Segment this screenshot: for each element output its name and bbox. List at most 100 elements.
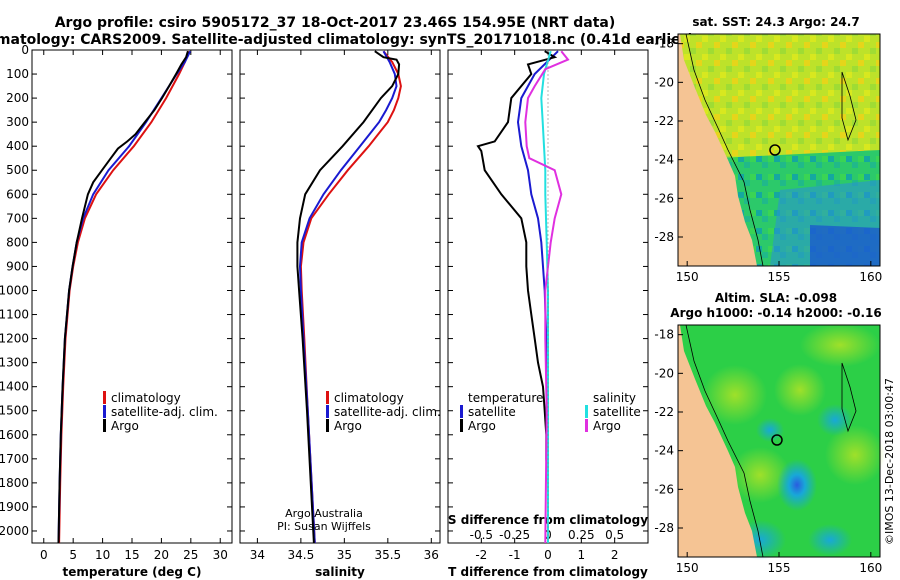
diff-legend-swatch-s-argo <box>585 419 588 432</box>
legend-swatch-climatology-2 <box>326 391 329 404</box>
sla-map: Altim. SLA: -0.098 Argo h1000: -0.14 h20… <box>670 291 885 560</box>
s-diff-tick-label: 0.5 <box>605 528 624 542</box>
y-tick-label: 1500 <box>0 404 29 418</box>
map-y-tick-label: -28 <box>654 521 674 535</box>
y-tick-label: 1800 <box>0 476 29 490</box>
diff-legend-swatch-t-argo <box>460 419 463 432</box>
x-tick-label: 35 <box>337 548 352 562</box>
temperature-chart: 0 5 10 15 20 25 300100200300400500600700800900… <box>0 43 232 579</box>
map-y-tick-label: -26 <box>654 191 674 205</box>
x-axis-label: salinity <box>315 565 365 579</box>
map-y-tick-label: -22 <box>654 114 674 128</box>
map-x-tick-label: 150 <box>676 561 699 575</box>
map-x-tick-label: 155 <box>768 270 791 284</box>
diff-legend-temperature-heading: temperature <box>468 391 543 405</box>
x-axis-label: T difference from climatology <box>448 565 648 579</box>
x-tick-label: 30 <box>213 548 228 562</box>
x-tick-label: 0 <box>544 548 552 562</box>
y-tick-label: 300 <box>6 115 29 129</box>
legend-argo-label-2: Argo <box>334 419 362 433</box>
legend-climatology-label-2: climatology <box>334 391 404 405</box>
map-y-tick-label: -24 <box>654 444 674 458</box>
sla-bathymetry-contour <box>685 324 764 558</box>
y-tick-label: 0 <box>21 43 29 57</box>
title-line-1: Argo profile: csiro 5905172_37 18-Oct-20… <box>55 15 616 31</box>
map-axes: 150 155 160 -18 -20 -22 -24 -26 -28 150 155 160 -18 -… <box>654 37 882 575</box>
y-tick-label: 1700 <box>0 452 29 466</box>
y-tick-label: 1400 <box>0 380 29 394</box>
x-tick-label: 0 <box>40 548 48 562</box>
y-tick-label: 700 <box>6 211 29 225</box>
x-tick-label: 34.5 <box>288 548 315 562</box>
diff-legend-swatch-t-satellite <box>460 405 463 418</box>
map-y-tick-label: -22 <box>654 405 674 419</box>
x-tick-label: -2 <box>475 548 487 562</box>
sla-map-title-1: Altim. SLA: -0.098 <box>715 291 837 305</box>
series-line-satellite-adj-clim- <box>57 50 192 544</box>
sst-map-title: sat. SST: 24.3 Argo: 24.7 <box>692 15 859 29</box>
x-tick-label: 5 <box>69 548 77 562</box>
diff-legend-salinity-heading: salinity <box>593 391 636 405</box>
y-tick-label: 1900 <box>0 500 29 514</box>
y-tick-label: 1000 <box>0 283 29 297</box>
series-line-argo <box>296 50 401 544</box>
y-tick-label: 900 <box>6 259 29 273</box>
sst-field-coldest <box>810 225 880 266</box>
map-x-tick-label: 160 <box>859 561 882 575</box>
sst-map: sat. SST: 24.3 Argo: 24.7 <box>677 15 881 267</box>
y-tick-label: 100 <box>6 67 29 81</box>
y-tick-label: 200 <box>6 91 29 105</box>
legend-satellite-label: satellite-adj. clim. <box>111 405 218 419</box>
map-y-tick-label: -20 <box>654 75 674 89</box>
y-tick-label: 1600 <box>0 428 29 442</box>
series-line-argo <box>57 50 189 544</box>
map-y-tick-label: -18 <box>654 328 674 342</box>
x-tick-label: 34 <box>250 548 265 562</box>
diff-legend-s-satellite: satellite <box>593 405 641 419</box>
x-tick-label: 20 <box>154 548 169 562</box>
map-y-tick-label: -24 <box>654 153 674 167</box>
map-x-tick-label: 155 <box>768 561 791 575</box>
salinity-chart: 34 34.5 35 35.5 36 salinity <box>240 49 440 579</box>
sla-reef-contour <box>841 362 857 433</box>
sst-land-australia <box>678 34 757 266</box>
series-line-salinity-argo <box>524 50 570 544</box>
diff-legend-t-argo: Argo <box>468 419 496 433</box>
sla-blob-5 <box>825 425 885 485</box>
y-tick-label: 600 <box>6 187 29 201</box>
series-line-climatology <box>58 50 190 544</box>
legend-satellite-label-2: satellite-adj. clim. <box>334 405 441 419</box>
s-diff-tick-label: 0.25 <box>568 528 595 542</box>
map-y-tick-label: -26 <box>654 482 674 496</box>
temperature-panel-frame <box>31 49 233 544</box>
diff-legend-swatch-s-satellite <box>585 405 588 418</box>
sla-map-title-2: Argo h1000: -0.14 h2000: -0.16 <box>670 306 881 320</box>
x-axis-label: temperature (deg C) <box>63 565 202 579</box>
sst-argo-marker <box>769 144 781 156</box>
legend-climatology-label: climatology <box>111 391 181 405</box>
map-y-tick-label: -28 <box>654 230 674 244</box>
x-tick-label: 35.5 <box>374 548 401 562</box>
sla-blob-6 <box>817 404 853 436</box>
sla-blob-7 <box>756 418 784 442</box>
map-y-tick-label: -18 <box>654 37 674 51</box>
sla-land-australia <box>678 325 757 557</box>
series-line-satellite-adj-clim- <box>298 50 398 544</box>
sla-blob-2 <box>703 365 767 425</box>
x-tick-label: 36 <box>424 548 439 562</box>
legend-swatch-satellite <box>103 405 106 418</box>
series-line-temperature-argo <box>476 50 558 543</box>
y-tick-label: 2000 <box>0 524 29 538</box>
x-tick-label: 2 <box>611 548 619 562</box>
y-tick-label: 1200 <box>0 332 29 346</box>
s-diff-tick-label: -0.5 <box>470 528 493 542</box>
map-x-tick-label: 150 <box>676 270 699 284</box>
series-line-climatology <box>299 50 402 544</box>
legend-argo-label: Argo <box>111 419 139 433</box>
title-line-2: Climatology: CARS2009. Satellite-adjuste… <box>0 32 694 48</box>
x-tick-label: 10 <box>95 548 110 562</box>
legend-swatch-argo-2 <box>326 419 329 432</box>
diff-legend-t-satellite: satellite <box>468 405 516 419</box>
